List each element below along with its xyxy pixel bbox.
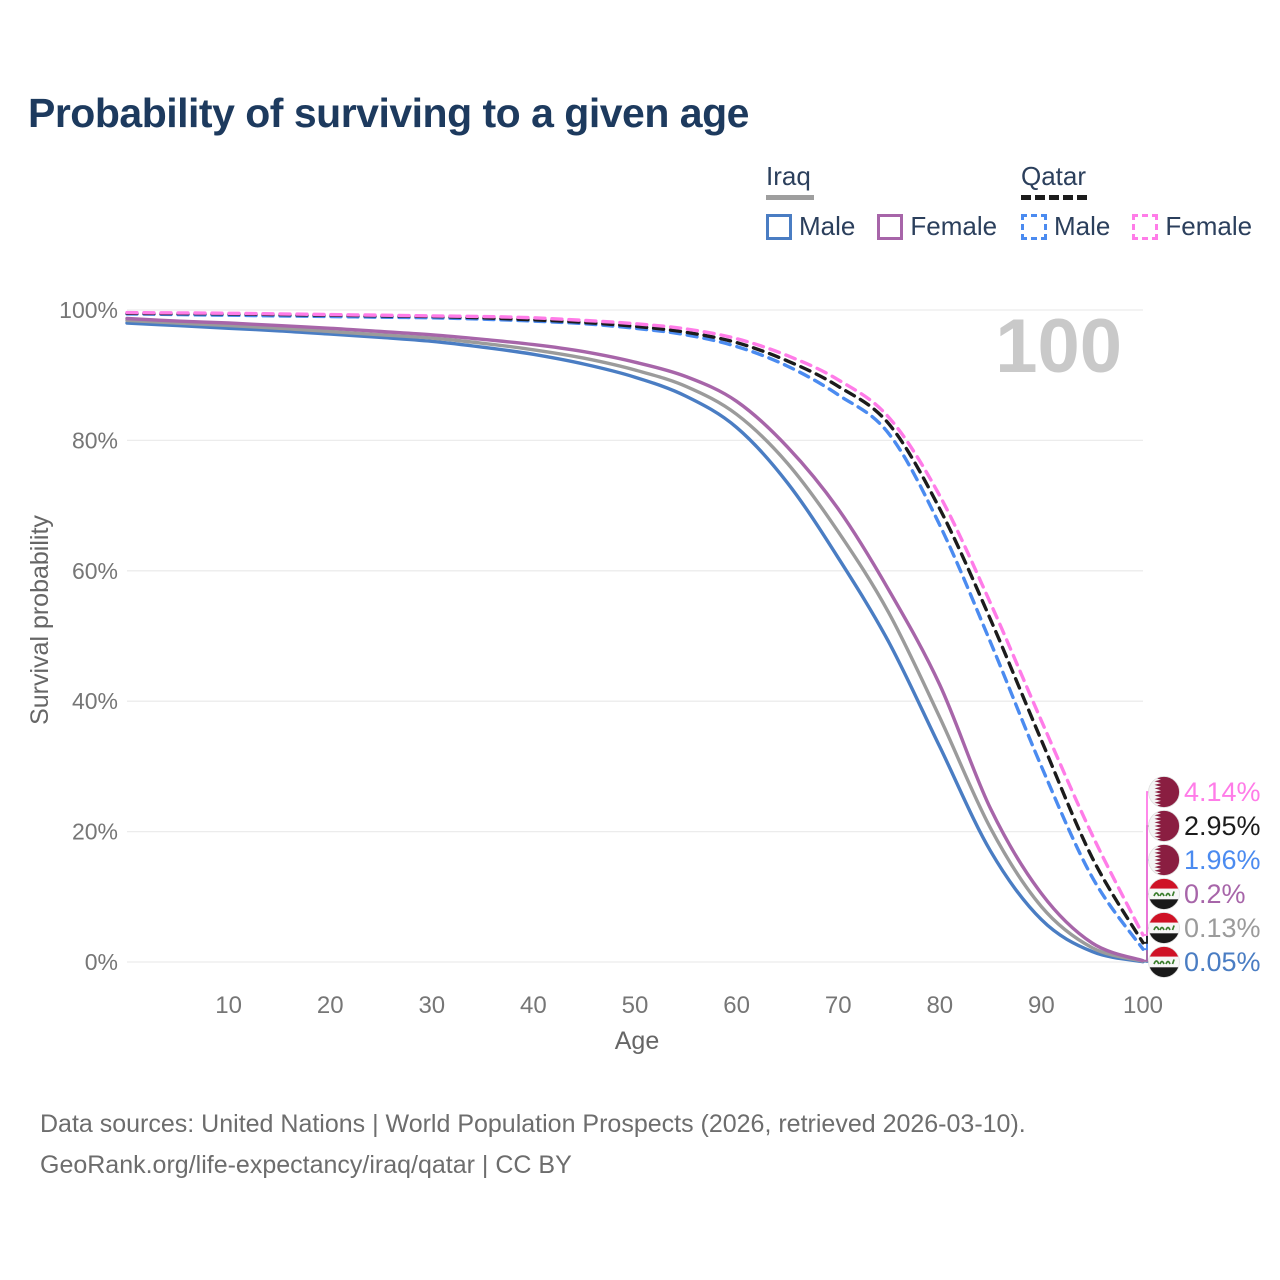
legend-country-qatar-label: Qatar	[1021, 161, 1087, 191]
end-value-label-qatar-female: 4.14%	[1184, 777, 1261, 807]
x-tick-70: 70	[825, 992, 852, 1019]
page-title: Probability of surviving to a given age	[28, 90, 749, 136]
legend-country-iraq-label: Iraq	[766, 161, 811, 191]
iraq-line-style-swatch	[766, 195, 814, 200]
x-tick-30: 30	[418, 992, 445, 1019]
x-tick-10: 10	[215, 992, 242, 1019]
end-value-label-iraq-total: 0.13%	[1184, 913, 1261, 943]
x-tick-40: 40	[520, 992, 547, 1019]
footer-line-url: GeoRank.org/life-expectancy/iraq/qatar |…	[40, 1151, 572, 1179]
x-tick-50: 50	[622, 992, 649, 1019]
end-value-label-qatar-total: 2.95%	[1184, 811, 1261, 841]
series-line-iraq-total	[125, 318, 1145, 963]
qatar-flag-icon	[1148, 810, 1180, 842]
series-line-qatar-total	[125, 311, 1145, 945]
legend-item-qatar-male-label: Male	[1054, 211, 1111, 241]
y-axis-title: Survival probability	[26, 515, 54, 725]
x-tick-90: 90	[1028, 992, 1055, 1019]
y-tick-60%: 60%	[72, 558, 118, 584]
legend-item-iraq-male[interactable]: Male	[766, 211, 855, 242]
legend-item-qatar-female-label: Female	[1165, 211, 1253, 241]
x-tick-100: 100	[1123, 992, 1163, 1019]
iraq-flag-icon	[1148, 878, 1180, 910]
legend-item-qatar-female[interactable]: Female	[1132, 211, 1252, 242]
y-tick-100%: 100%	[59, 297, 118, 323]
qatar-male-swatch-icon	[1021, 213, 1047, 240]
x-axis-title: Age	[615, 1027, 659, 1055]
series-line-iraq-female	[125, 316, 1145, 963]
data-sources-footer: Data sources: United Nations | World Pop…	[40, 1104, 1026, 1186]
y-tick-0%: 0%	[85, 949, 118, 975]
y-tick-80%: 80%	[72, 427, 118, 453]
x-tick-60: 60	[723, 992, 750, 1019]
end-value-label-iraq-male: 0.05%	[1184, 947, 1261, 977]
legend-group-qatar: Qatar Male Female	[1021, 161, 1274, 242]
legend-items-iraq: Male Female	[766, 211, 1019, 242]
legend-country-qatar[interactable]: Qatar	[1021, 161, 1274, 200]
end-value-label-iraq-female: 0.2%	[1184, 879, 1246, 909]
age-watermark: 100	[995, 304, 1122, 389]
series-line-iraq-male	[125, 321, 1145, 964]
legend-item-iraq-female-label: Female	[910, 211, 998, 241]
x-tick-80: 80	[926, 992, 953, 1019]
legend-items-qatar: Male Female	[1021, 211, 1274, 242]
end-value-label-qatar-male: 1.96%	[1184, 845, 1261, 875]
iraq-female-swatch-icon	[877, 213, 904, 240]
x-tick-20: 20	[317, 992, 344, 1019]
legend-item-iraq-female[interactable]: Female	[877, 211, 997, 242]
iraq-flag-icon	[1148, 946, 1180, 978]
iraq-male-swatch-icon	[766, 213, 792, 240]
qatar-flag-icon	[1148, 844, 1180, 876]
y-tick-40%: 40%	[72, 688, 118, 714]
qatar-line-style-swatch	[1021, 195, 1087, 200]
iraq-flag-icon	[1148, 912, 1180, 944]
legend-country-iraq[interactable]: Iraq	[766, 161, 1019, 200]
qatar-flag-icon	[1148, 776, 1180, 808]
series-line-qatar-female	[125, 310, 1145, 937]
legend-item-qatar-male[interactable]: Male	[1021, 211, 1110, 242]
legend-group-iraq: Iraq Male Female	[766, 161, 1019, 242]
legend-item-iraq-male-label: Male	[799, 211, 856, 241]
y-tick-20%: 20%	[72, 819, 118, 845]
footer-line-sources: Data sources: United Nations | World Pop…	[40, 1110, 1026, 1138]
qatar-female-swatch-icon	[1132, 213, 1159, 240]
